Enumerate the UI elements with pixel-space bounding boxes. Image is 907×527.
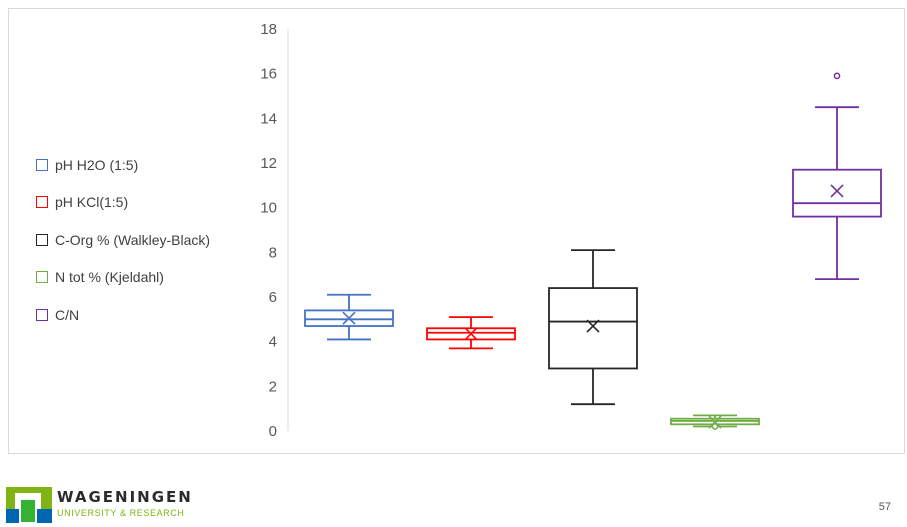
- legend-swatch: [36, 308, 48, 321]
- legend-swatch: [36, 196, 48, 209]
- legend-label: pH KCl(1:5): [55, 194, 129, 211]
- legend-item: N tot % (Kjeldahl): [36, 259, 210, 297]
- outlier-point: [711, 423, 719, 430]
- box-iqr: [548, 287, 638, 370]
- legend-item: pH KCl(1:5): [36, 184, 210, 222]
- chart-frame: [8, 8, 905, 454]
- y-tick-label: 10: [260, 200, 277, 217]
- logo-name: WAGENINGEN: [57, 488, 193, 506]
- page-number: 57: [878, 501, 891, 513]
- y-tick-label: 18: [260, 21, 277, 38]
- outlier-point: [833, 72, 841, 80]
- y-tick-label: 12: [260, 155, 277, 172]
- box-plot-chart: 0 2 4 6 8 10 12 14 16 18: [260, 21, 882, 440]
- legend-item: C-Org % (Walkley-Black): [36, 221, 210, 259]
- wur-logo-icon: [6, 487, 52, 523]
- mean-marker: [586, 319, 600, 333]
- legend-swatch: [36, 271, 48, 284]
- y-tick-label: 2: [269, 378, 277, 395]
- mean-marker: [830, 184, 844, 198]
- y-tick-label: 4: [269, 334, 277, 351]
- legend-item: C/N: [36, 296, 210, 334]
- logo-subtitle: UNIVERSITY & RESEARCH: [57, 508, 185, 518]
- legend-label: pH H2O (1:5): [55, 156, 139, 173]
- legend-label: C/N: [55, 306, 80, 323]
- y-tick-label: 14: [260, 110, 277, 127]
- mean-marker: [464, 327, 478, 341]
- y-tick-label: 8: [269, 244, 277, 261]
- chart-legend: pH H2O (1:5) pH KCl(1:5) C-Org % (Walkle…: [36, 146, 210, 334]
- legend-item: pH H2O (1:5): [36, 146, 210, 184]
- wageningen-logo: WAGENINGEN UNIVERSITY & RESEARCH: [6, 487, 193, 523]
- legend-swatch: [36, 158, 48, 171]
- y-tick-label: 6: [269, 289, 277, 306]
- mean-marker: [342, 311, 356, 325]
- box-iqr: [792, 168, 882, 218]
- y-tick-label: 16: [260, 66, 277, 83]
- legend-swatch: [36, 233, 48, 246]
- y-tick-label: 0: [269, 423, 277, 440]
- legend-label: C-Org % (Walkley-Black): [55, 231, 211, 248]
- mean-marker: [708, 415, 722, 429]
- legend-label: N tot % (Kjeldahl): [55, 269, 164, 286]
